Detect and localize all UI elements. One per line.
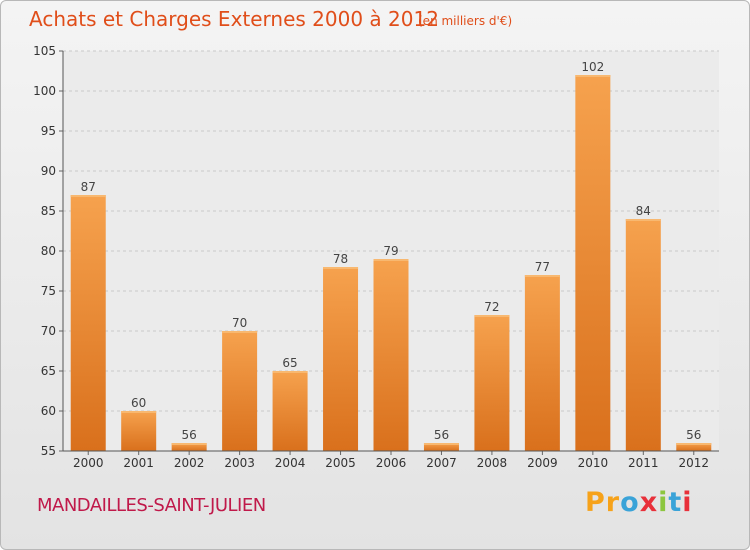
x-tick-label: 2009 [527, 456, 558, 470]
bar-top-highlight [625, 219, 661, 221]
bar [575, 75, 611, 451]
bar [625, 219, 661, 451]
bar-top-highlight [474, 315, 510, 317]
bar-value-label: 102 [581, 60, 604, 74]
bars [70, 75, 712, 451]
logo-letter: o [620, 487, 640, 518]
y-tick-label: 100 [33, 84, 56, 98]
y-tick-label: 75 [41, 284, 56, 298]
bar-top-highlight [575, 75, 611, 77]
bar-top-highlight [272, 371, 308, 373]
axes: 55 60 65 70 75 80 85 90 95 100 105 2000 2001 2002 2003… [33, 44, 719, 470]
bar-top-highlight [524, 275, 560, 277]
x-tick-label: 2008 [477, 456, 508, 470]
x-tick-label: 2006 [376, 456, 407, 470]
bar-value-label: 79 [383, 244, 398, 258]
commune-name: MANDAILLES-SAINT-JULIEN [37, 495, 266, 516]
logo-letter: x [639, 487, 659, 518]
bar-top-highlight [70, 195, 106, 197]
proxiti-logo[interactable]: Proxiti [585, 487, 693, 518]
bar-value-label: 87 [81, 180, 96, 194]
bar-value-label: 56 [182, 428, 197, 442]
bar [524, 275, 560, 451]
x-tick-label: 2005 [325, 456, 356, 470]
x-tick-label: 2007 [426, 456, 457, 470]
bar-value-label: 84 [636, 204, 651, 218]
logo-letter: i [658, 487, 669, 518]
y-tick-label: 90 [41, 164, 56, 178]
bar-top-highlight [121, 411, 157, 413]
y-tick-label: 65 [41, 364, 56, 378]
bar [323, 267, 359, 451]
bar [171, 443, 207, 451]
bar-value-label: 78 [333, 252, 348, 266]
y-tick-label: 95 [41, 124, 56, 138]
x-tick-label: 2002 [174, 456, 205, 470]
x-tick-label: 2000 [73, 456, 104, 470]
bar [474, 315, 510, 451]
bar [121, 411, 157, 451]
bar [676, 443, 712, 451]
bar [423, 443, 459, 451]
bar-value-label: 56 [686, 428, 701, 442]
bar-value-label: 60 [131, 396, 146, 410]
chart-subtitle: (en milliers d'€) [418, 14, 513, 28]
chart-title: Achats et Charges Externes 2000 à 2012 [29, 7, 439, 31]
y-tick-label: 60 [41, 404, 56, 418]
bar-top-highlight [676, 443, 712, 445]
bar-value-labels: 87 60 56 70 65 78 79 56 72 77 102 84 56 [81, 60, 702, 442]
y-tick-label: 55 [41, 444, 56, 458]
y-tick-label: 105 [33, 44, 56, 58]
bar [373, 259, 409, 451]
bar-value-label: 72 [484, 300, 499, 314]
y-tick-label: 70 [41, 324, 56, 338]
bar-value-label: 56 [434, 428, 449, 442]
bar-value-label: 70 [232, 316, 247, 330]
bar-top-highlight [323, 267, 359, 269]
bar [272, 371, 308, 451]
y-tick-label: 85 [41, 204, 56, 218]
logo-letter: P [585, 487, 606, 518]
bar-value-label: 77 [535, 260, 550, 274]
bar-value-label: 65 [282, 356, 297, 370]
x-tick-label: 2012 [678, 456, 709, 470]
x-tick-label: 2011 [628, 456, 659, 470]
bar-top-highlight [171, 443, 207, 445]
logo-letter: r [605, 487, 621, 518]
bar [70, 195, 106, 451]
bar-top-highlight [423, 443, 459, 445]
logo-letter: i [682, 487, 693, 518]
bar-top-highlight [222, 331, 258, 333]
x-tick-label: 2010 [578, 456, 609, 470]
bar-top-highlight [373, 259, 409, 261]
x-tick-label: 2001 [123, 456, 154, 470]
y-tick-label: 80 [41, 244, 56, 258]
x-tick-label: 2003 [224, 456, 255, 470]
x-tick-label: 2004 [275, 456, 306, 470]
bar [222, 331, 258, 451]
logo-letter: t [668, 487, 683, 518]
